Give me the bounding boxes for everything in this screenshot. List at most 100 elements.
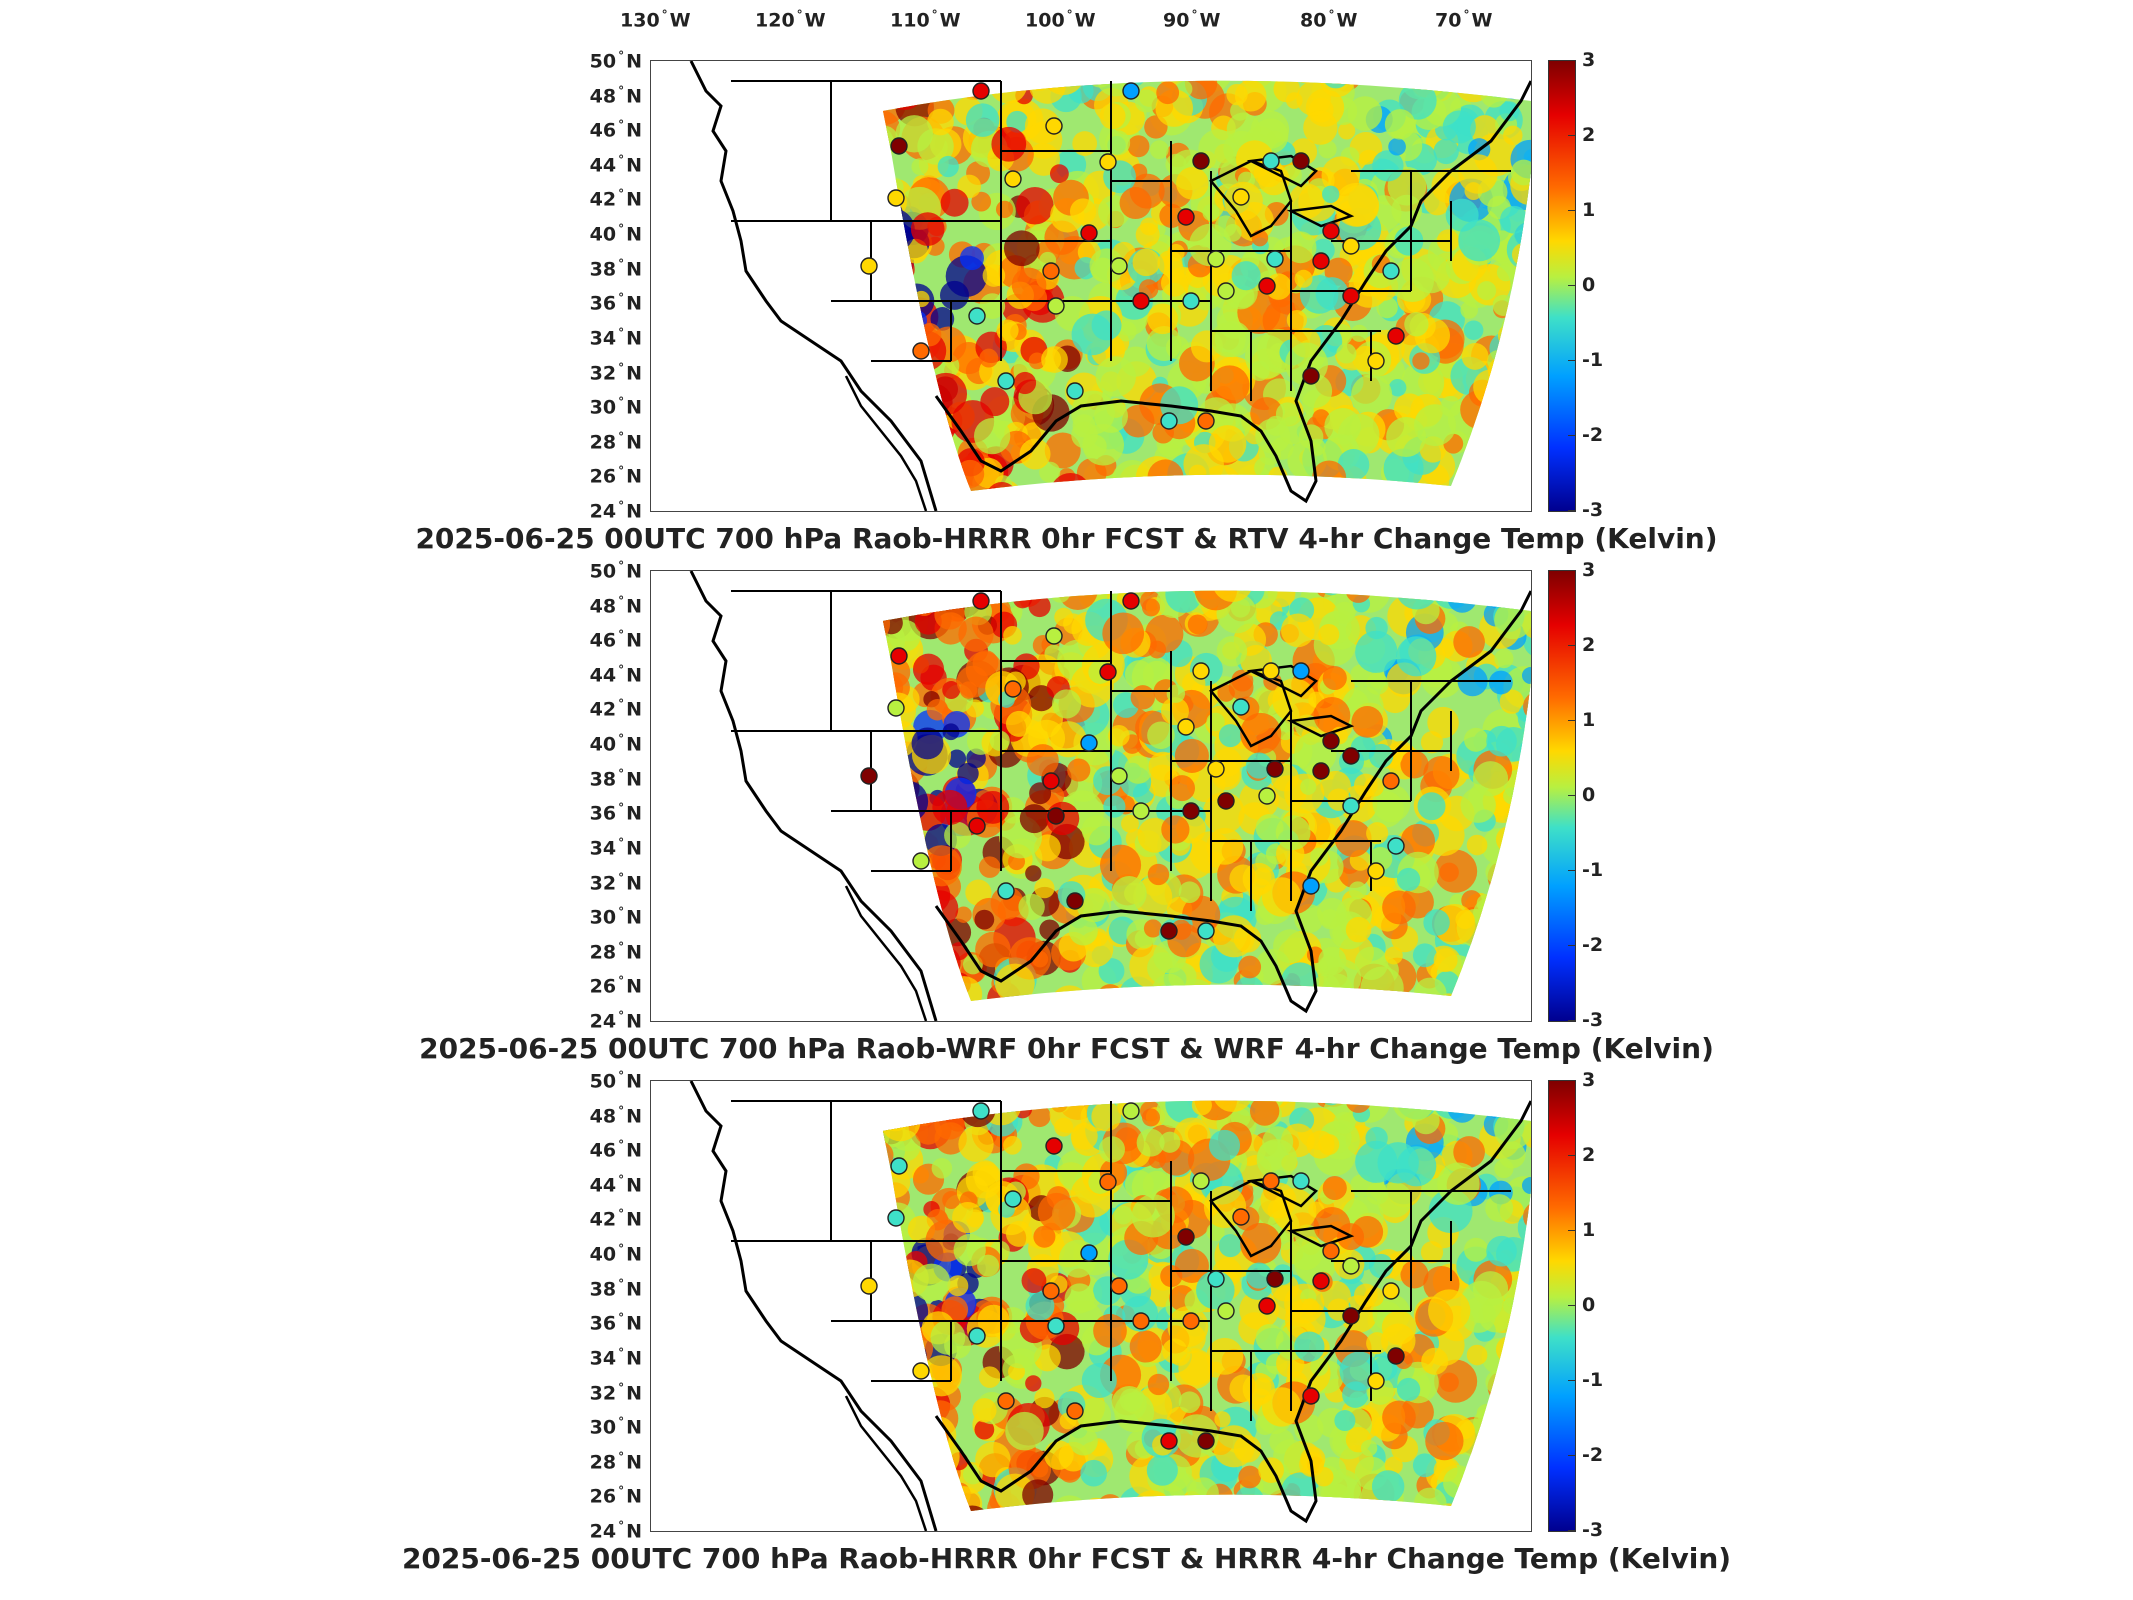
swath-cell — [1421, 1347, 1449, 1375]
lat-label: 28 ° N — [589, 429, 642, 454]
swath-cell — [1050, 721, 1087, 758]
colorbar-tick-label: 0 — [1582, 784, 1596, 806]
swath-cell — [1432, 993, 1465, 1001]
swath-cell — [1518, 878, 1531, 911]
swath-cell — [1520, 975, 1531, 994]
raob-station-marker — [890, 137, 908, 155]
swath-cell — [1433, 948, 1458, 973]
colorbar-tick-mark — [1568, 870, 1575, 871]
swath-cell — [1491, 883, 1520, 911]
raob-station-marker — [887, 699, 905, 717]
swath-cell — [1420, 731, 1444, 754]
raob-station-marker — [972, 592, 990, 610]
swath-cell — [894, 1100, 928, 1114]
swath-cell — [886, 780, 929, 823]
swath-cell — [971, 191, 992, 212]
swath-cell — [1458, 1508, 1482, 1511]
swath-cell — [1037, 571, 1060, 589]
swath-cell — [1300, 778, 1317, 795]
colorbar-tick-mark — [1568, 60, 1575, 61]
colorbar-tick-mark — [1568, 510, 1575, 511]
swath-cell — [1226, 112, 1261, 147]
swath-cell — [883, 111, 885, 142]
swath-cell — [883, 876, 913, 920]
swath-cell — [1384, 946, 1403, 965]
swath-cell — [1315, 571, 1340, 585]
map-panel-3: 50 ° N 48 ° N 46 ° N 44 ° N 42 ° N 40 ° N 38 ° N 36 ° N 34 ° N 32 ° N… — [0, 1069, 2133, 1590]
swath-cell — [1019, 438, 1051, 470]
raob-station-marker — [1312, 762, 1330, 780]
swath-cell — [1497, 398, 1521, 422]
colorbar-tick-mark — [1568, 1530, 1575, 1531]
swath-cell — [1445, 80, 1477, 86]
swath-cell — [1163, 1496, 1195, 1511]
state-border — [1001, 81, 1211, 361]
longitude-axis: 130 ° W 120 ° W 110 ° W 100 ° W 90 ° W 80 ° W 70 ° W — [0, 0, 2133, 40]
swath-cell — [1178, 1391, 1201, 1414]
swath-cell — [1470, 115, 1500, 145]
swath-cell — [1526, 1513, 1531, 1531]
swath-cell — [1368, 1253, 1394, 1279]
swath-cell — [1075, 1081, 1105, 1098]
swath-cell — [1152, 1081, 1173, 1095]
swath-cell — [930, 1319, 966, 1355]
swath-cell — [1019, 80, 1058, 91]
raob-station-marker — [1192, 662, 1210, 680]
swath-cell — [1207, 1100, 1248, 1105]
swath-cell — [1366, 672, 1389, 695]
swath-cell — [844, 304, 860, 320]
swath-cell — [996, 319, 1019, 342]
swath-cell — [1476, 990, 1506, 1001]
swath-cell — [1413, 977, 1447, 1001]
swath-cell — [861, 1130, 880, 1149]
swath-cell — [1097, 1494, 1124, 1511]
swath-cell — [1495, 826, 1523, 853]
swath-cell — [1388, 137, 1406, 156]
swath-cell — [1212, 915, 1255, 958]
swath-cell — [1276, 590, 1301, 591]
swath-cell — [1265, 984, 1303, 1001]
swath-cell — [856, 701, 872, 717]
swath-cell — [887, 84, 912, 109]
swath-cell — [1294, 269, 1313, 288]
swath-cell — [1069, 482, 1087, 491]
swath-cell — [1376, 1181, 1413, 1218]
swath-cell — [1384, 1456, 1403, 1475]
lat-label: 46 ° N — [589, 1138, 642, 1162]
swath-cell — [1236, 1514, 1263, 1531]
lat-label: 24 ° N — [589, 1519, 642, 1543]
raob-station-marker — [1004, 170, 1022, 188]
swath-cell — [939, 280, 970, 310]
swath-cell — [841, 1081, 874, 1099]
raob-station-marker — [1342, 747, 1360, 765]
swath-cell — [1240, 1222, 1282, 1265]
raob-station-marker — [1266, 1270, 1284, 1288]
lat-label: 34 ° N — [589, 325, 642, 350]
swath-cell — [1503, 125, 1523, 146]
swath-cell — [1412, 1453, 1437, 1478]
swath-cell — [952, 1505, 992, 1511]
swath-cell — [898, 355, 918, 376]
swath-cell — [1381, 993, 1404, 1001]
swath-cell — [1489, 1497, 1512, 1511]
raob-station-marker — [1266, 760, 1284, 778]
swath-cell — [1382, 1400, 1416, 1435]
colorbar-tick-label: -1 — [1582, 349, 1604, 371]
colorbar-tick-label: 1 — [1582, 199, 1596, 221]
swath-cell — [1184, 80, 1218, 100]
swath-cell — [1332, 478, 1367, 491]
swath-cell — [1507, 313, 1531, 337]
swath-cell — [883, 253, 915, 286]
swath-cell — [1007, 1511, 1039, 1531]
lat-label: 26 ° N — [589, 974, 642, 998]
swath-cell — [1132, 248, 1161, 277]
swath-cell — [1478, 1439, 1496, 1457]
swath-cell — [1492, 1395, 1510, 1412]
swath-cell — [1005, 710, 1032, 737]
swath-cell — [927, 1488, 951, 1511]
swath-cell — [1525, 758, 1531, 775]
swath-cell — [1208, 1129, 1241, 1161]
swath-cell — [1477, 281, 1497, 301]
swath-cell — [959, 681, 978, 699]
swath-cell — [846, 956, 873, 983]
